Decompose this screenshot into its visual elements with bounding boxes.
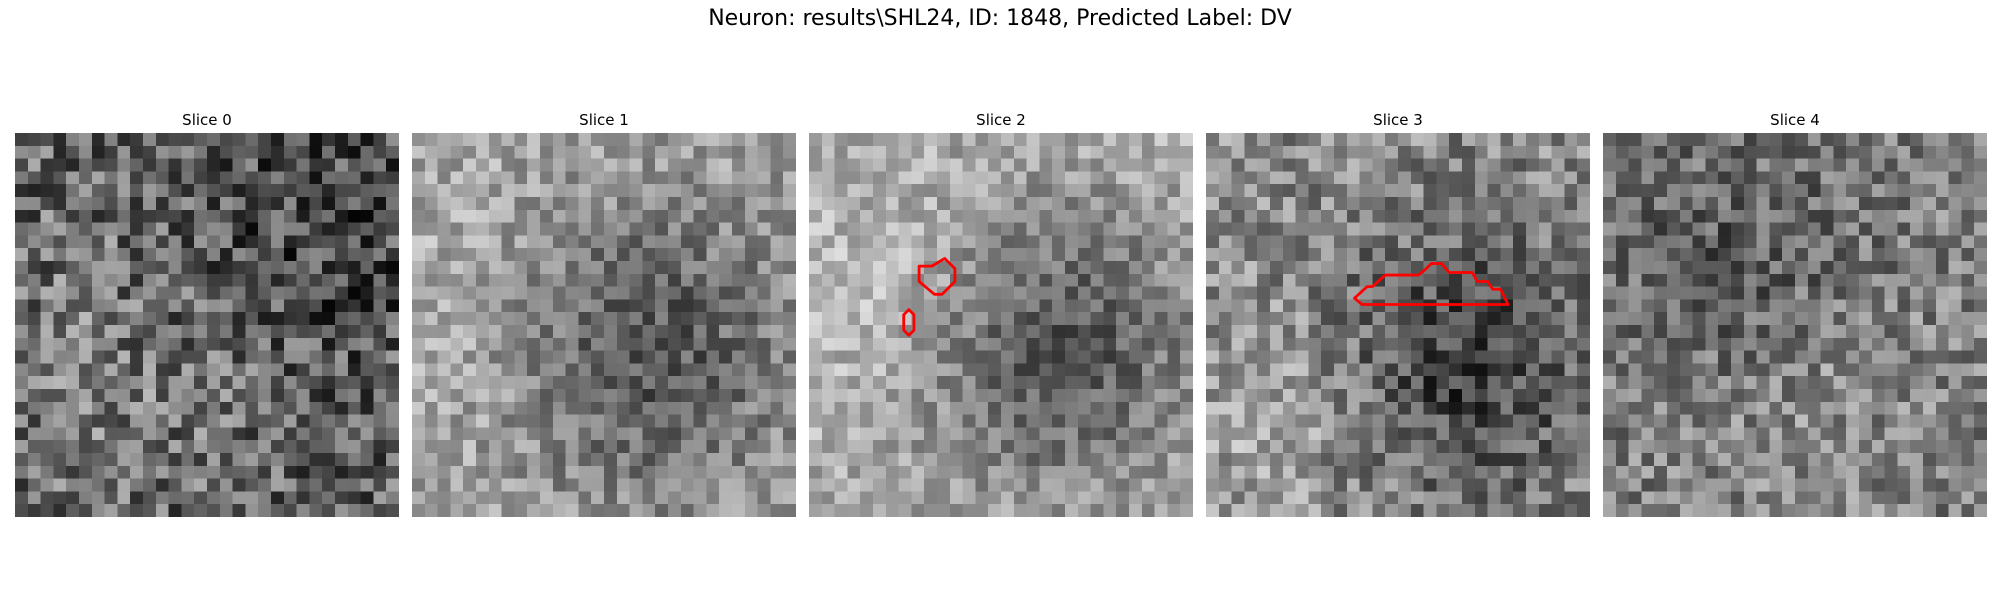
figure-title: Neuron: results\SHL24, ID: 1848, Predict… [0,6,2000,31]
slice-title: Slice 2 [809,111,1193,133]
roi-overlay [1603,133,1987,517]
slice-panel-2: Slice 2 [809,111,1193,517]
slice-image-container [1603,133,1987,517]
slice-title: Slice 0 [15,111,399,133]
slice-title: Slice 4 [1603,111,1987,133]
roi-overlay [412,133,796,517]
slice-panel-0: Slice 0 [15,111,399,517]
slice-title: Slice 3 [1206,111,1590,133]
slice-title: Slice 1 [412,111,796,133]
slice-panel-4: Slice 4 [1603,111,1987,517]
roi-contour [1354,264,1508,305]
slice-image-container [412,133,796,517]
slice-image-container [15,133,399,517]
roi-overlay [1206,133,1590,517]
roi-contour [904,310,914,336]
roi-overlay [809,133,1193,517]
slice-panel-3: Slice 3 [1206,111,1590,517]
slice-panel-1: Slice 1 [412,111,796,517]
roi-overlay [15,133,399,517]
roi-contour [919,258,955,294]
slice-image-container [809,133,1193,517]
slice-image-container [1206,133,1590,517]
